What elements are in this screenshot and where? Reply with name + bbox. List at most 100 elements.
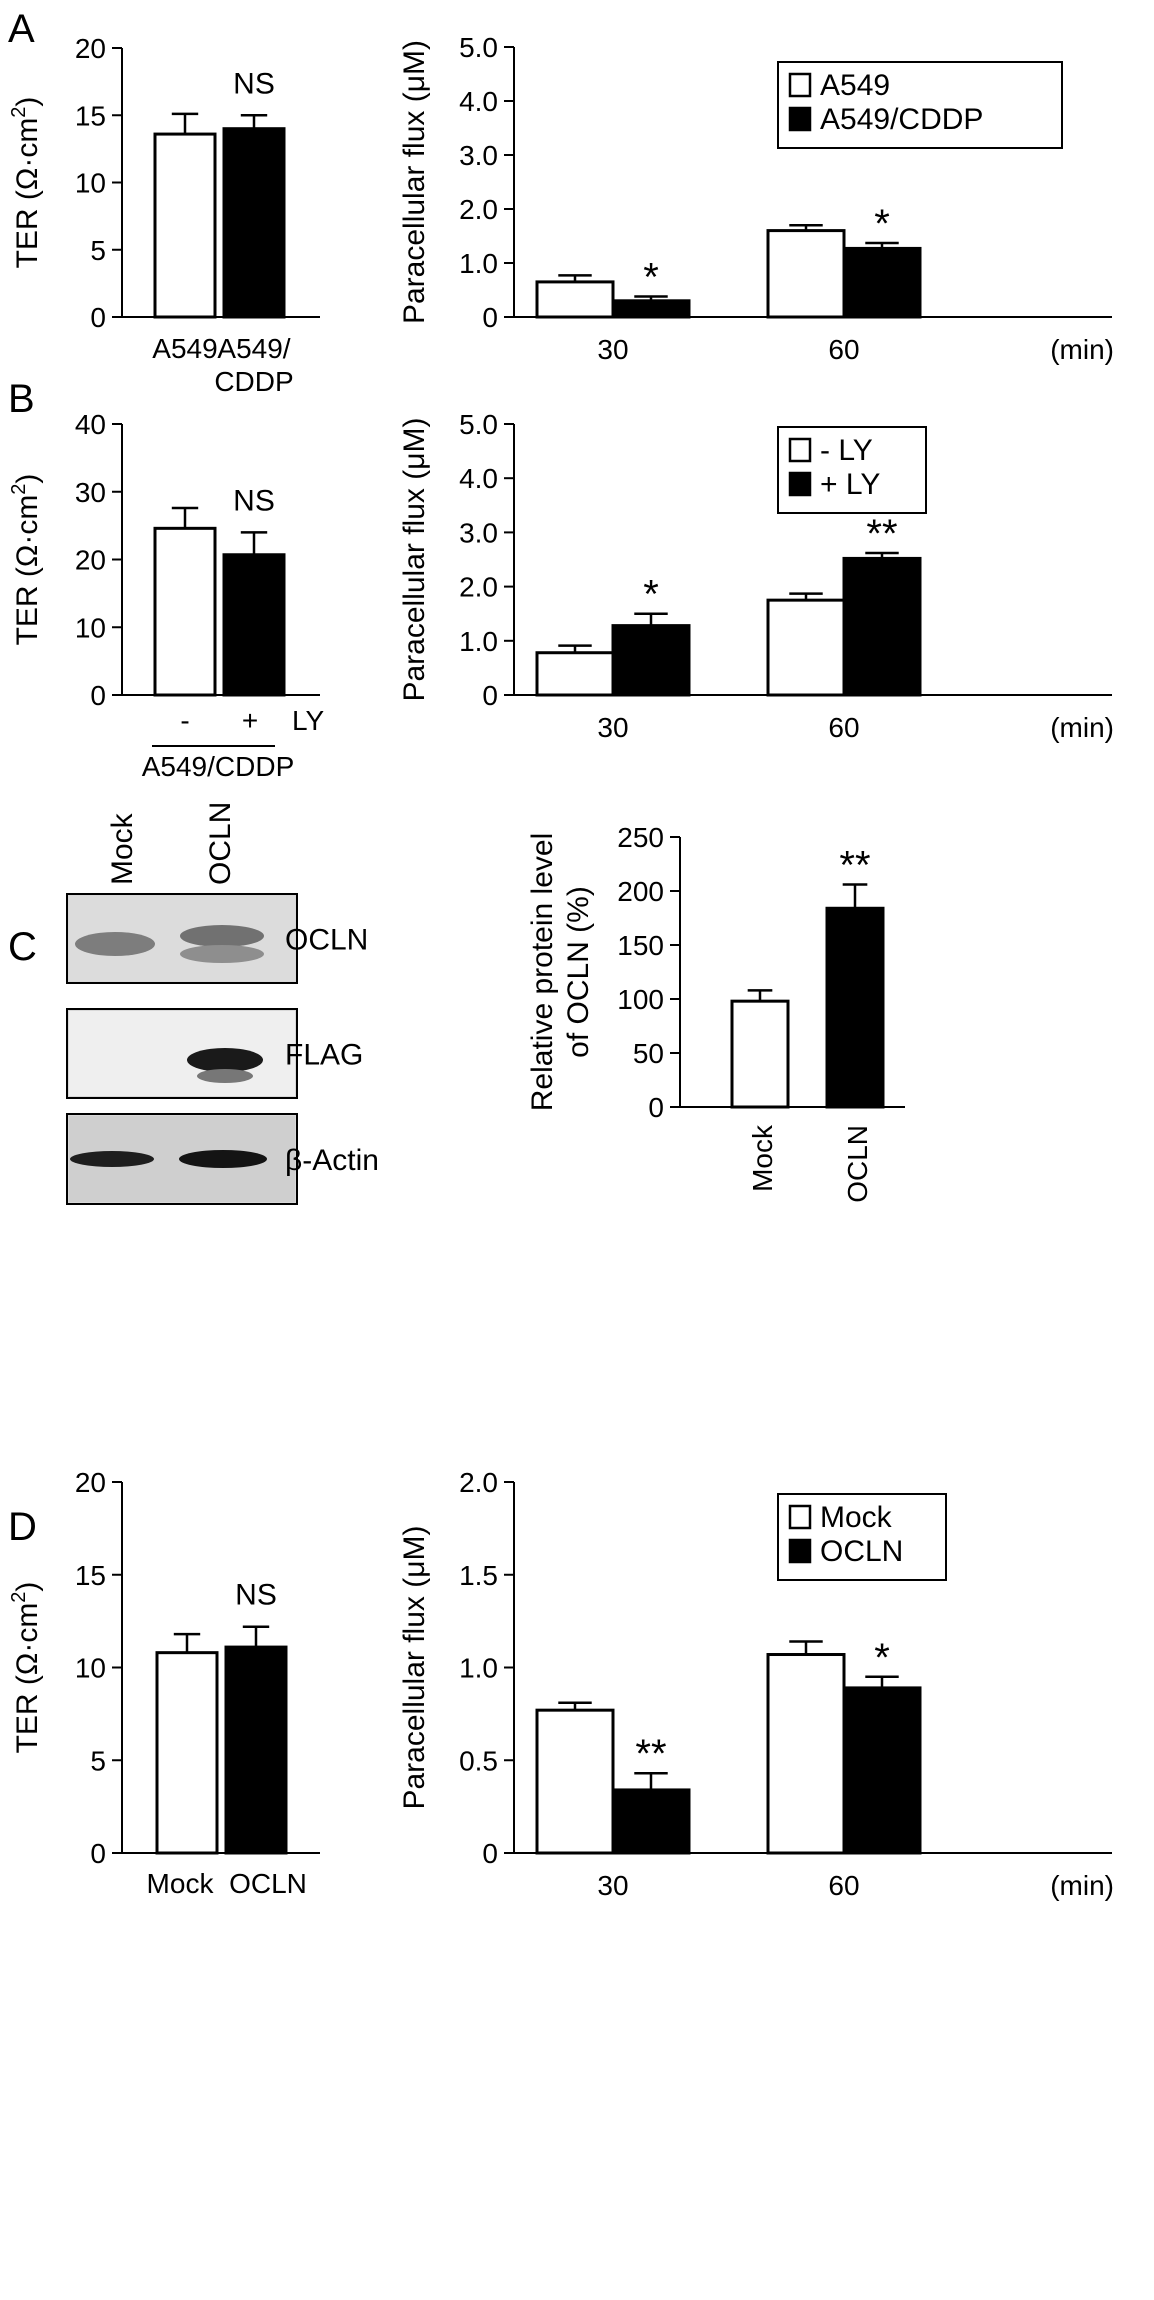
blot-background — [69, 896, 295, 981]
d-ter-y-tick-label: 5 — [90, 1745, 106, 1776]
b-flux-significance-label: ** — [866, 512, 897, 556]
a-ter-bar — [222, 127, 286, 319]
b-ter-y-tick-label: 0 — [90, 680, 106, 711]
blot-band — [187, 1048, 263, 1072]
a-flux-y-axis-title: Paracellular flux (μM) — [398, 40, 431, 324]
d-flux-y-tick-label: 0 — [482, 1838, 498, 1869]
a-ter-y-tick-label: 20 — [75, 33, 106, 64]
d-flux-y-tick-label: 1.0 — [459, 1653, 498, 1684]
blot-row-label: β-Actin — [285, 1144, 379, 1177]
blot-row-label: FLAG — [285, 1039, 363, 1072]
b-flux-legend-label: + LY — [820, 468, 880, 501]
b-flux-legend-label: - LY — [820, 434, 873, 467]
a-flux-y-tick-label: 2.0 — [459, 194, 498, 225]
c-protein-x-tick-label: Mock — [747, 1124, 778, 1192]
a-flux-bar — [611, 299, 691, 319]
blot-band — [70, 1151, 154, 1167]
a-flux-legend-swatch — [788, 72, 812, 98]
c-protein-bar — [825, 906, 885, 1109]
western-blot-image — [66, 893, 298, 1205]
d-ter-category-label: OCLN — [229, 1868, 307, 1899]
d-ter-y-tick-label: 15 — [75, 1560, 106, 1591]
b-flux-x-tick-label: 30 — [597, 712, 628, 743]
a-flux-y-tick-label: 5.0 — [459, 32, 498, 63]
b-flux-y-tick-label: 0 — [482, 680, 498, 711]
d-flux-legend-label: Mock — [820, 1501, 893, 1534]
d-flux-y-tick-label: 1.5 — [459, 1560, 498, 1591]
c-protein-y-tick-label: 200 — [617, 876, 664, 907]
a-flux-bar — [535, 280, 615, 319]
d-ter-bar — [155, 1651, 219, 1855]
a-ter-category-label: A549 — [152, 333, 217, 364]
a-flux-legend-swatch — [788, 106, 812, 132]
blot-background — [69, 1011, 295, 1096]
a-flux-y-tick-label: 0 — [482, 302, 498, 333]
b-flux-y-tick-label: 1.0 — [459, 626, 498, 657]
a-flux-y-tick-label: 3.0 — [459, 140, 498, 171]
b-flux-legend-box — [777, 426, 927, 514]
b-ter-y-axis-title: TER (Ω·cm2) — [8, 474, 44, 646]
a-flux-legend-label: A549 — [820, 69, 890, 102]
d-ter-bar — [224, 1645, 288, 1855]
d-flux-y-tick-label: 0.5 — [459, 1745, 498, 1776]
blot-lane-label: Mock — [106, 812, 139, 885]
b-flux-bar — [611, 624, 691, 697]
blot-row-label: OCLN — [285, 924, 368, 957]
panel-label-d: D — [8, 1505, 37, 1549]
b-ter-category-label: - — [180, 705, 189, 736]
d-flux-bar — [611, 1788, 691, 1855]
d-flux-legend-label: OCLN — [820, 1535, 903, 1568]
d-ter-y-tick-label: 10 — [75, 1653, 106, 1684]
a-ter-y-tick-label: 15 — [75, 100, 106, 131]
a-flux-significance-label: * — [643, 255, 659, 299]
d-flux-x-unit-label: (min) — [1050, 1870, 1114, 1901]
b-flux-y-tick-label: 5.0 — [459, 409, 498, 440]
b-flux-y-tick-label: 4.0 — [459, 463, 498, 494]
a-ter-y-tick-label: 5 — [90, 235, 106, 266]
panel-label-b: B — [8, 377, 35, 421]
b-ter-bar — [222, 553, 286, 697]
a-ter-category-label: CDDP — [214, 366, 293, 397]
d-ter-significance-label: NS — [235, 1579, 277, 1612]
d-flux-x-tick-label: 30 — [597, 1870, 628, 1901]
blot-frame — [66, 893, 298, 984]
d-flux-significance-label: ** — [635, 1732, 666, 1776]
blot-band — [179, 1150, 267, 1168]
b-ter-bar — [153, 526, 217, 697]
b-ter-group-label: A549/CDDP — [142, 751, 295, 782]
blot-band — [75, 932, 155, 956]
d-ter-y-tick-label: 0 — [90, 1838, 106, 1869]
a-flux-legend-label: A549/CDDP — [820, 103, 983, 136]
a-ter-y-axis-title: TER (Ω·cm2) — [8, 97, 44, 269]
d-flux-legend-swatch — [788, 1504, 812, 1530]
c-protein-x-tick-label: OCLN — [842, 1125, 873, 1203]
b-ter-category-label: + — [242, 705, 258, 736]
a-ter-significance-label: NS — [233, 67, 275, 100]
a-flux-legend-box — [777, 61, 1063, 149]
c-protein-y-tick-label: 150 — [617, 930, 664, 961]
panel-label-a: A — [8, 7, 35, 51]
d-ter-y-tick-label: 20 — [75, 1467, 106, 1498]
c-protein-bar — [730, 999, 790, 1109]
blot-frame — [66, 1113, 298, 1205]
a-flux-x-unit-label: (min) — [1050, 334, 1114, 365]
d-flux-y-tick-label: 2.0 — [459, 1467, 498, 1498]
b-flux-y-tick-label: 3.0 — [459, 517, 498, 548]
b-flux-legend-swatch — [788, 471, 812, 497]
a-flux-x-tick-label: 60 — [828, 334, 859, 365]
b-ter-significance-label: NS — [233, 484, 275, 517]
b-flux-x-unit-label: (min) — [1050, 712, 1114, 743]
a-ter-y-tick-label: 0 — [90, 302, 106, 333]
d-flux-x-tick-label: 60 — [828, 1870, 859, 1901]
blot-lane-label: OCLN — [204, 802, 237, 885]
a-ter-y-tick-label: 10 — [75, 168, 106, 199]
c-protein-significance-label: ** — [839, 844, 870, 888]
blot-band — [197, 1069, 253, 1083]
b-flux-y-axis-title: Paracellular flux (μM) — [398, 417, 431, 701]
b-flux-y-tick-label: 2.0 — [459, 572, 498, 603]
b-ter-y-tick-label: 20 — [75, 545, 106, 576]
a-flux-y-tick-label: 1.0 — [459, 248, 498, 279]
b-ter-y-tick-label: 40 — [75, 409, 106, 440]
a-ter-bar — [153, 132, 217, 319]
